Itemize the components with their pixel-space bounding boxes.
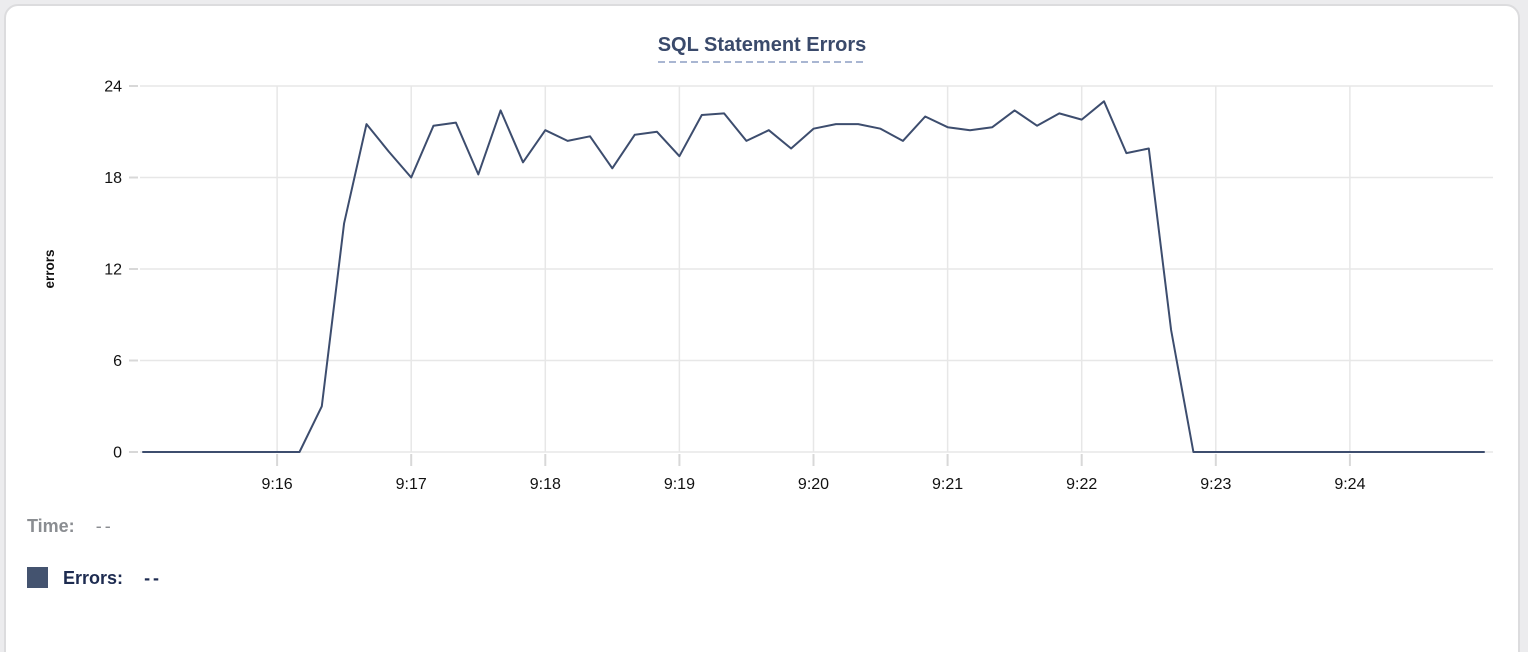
line-chart[interactable]: 0 6 12 18 24 9:16 9:17 9:18 9:19 9:20 9:21 9:22 9:23…	[4, 4, 1520, 652]
y-tick-label: 24	[104, 79, 122, 96]
y-tick-label: 0	[113, 445, 122, 462]
errors-line[interactable]	[142, 100, 1485, 453]
errors-series-swatch-icon	[27, 567, 48, 588]
legend-row-time: Time: --	[27, 514, 162, 538]
x-tick-label: 9:22	[1066, 476, 1097, 493]
errors-label: Errors:	[63, 568, 124, 588]
y-axis-label: errors	[42, 249, 57, 288]
x-tick-label: 9:24	[1334, 476, 1365, 493]
chart-header: SQL Statement Errors	[6, 34, 1518, 63]
x-tick-label: 9:20	[798, 476, 829, 493]
x-tick-label: 9:17	[396, 476, 427, 493]
x-tick-label: 9:21	[932, 476, 963, 493]
x-tick-label: 9:23	[1200, 476, 1231, 493]
y-tick-label: 12	[104, 262, 122, 279]
chart-card: SQL Statement Errors 0 6 12 18 24 9:16 9:17 9:1…	[4, 4, 1520, 652]
chart-title[interactable]: SQL Statement Errors	[657, 34, 867, 63]
y-tick-label: 18	[104, 170, 122, 187]
time-label: Time:	[27, 516, 75, 536]
x-tick-label: 9:18	[530, 476, 561, 493]
legend-row-errors: Errors: --	[27, 566, 162, 590]
x-tick-label: 9:19	[664, 476, 695, 493]
errors-value: --	[144, 568, 163, 588]
x-tick-label: 9:16	[262, 476, 293, 493]
y-tick-label: 6	[113, 353, 122, 370]
time-value: --	[95, 516, 114, 536]
chart-legend: Time: -- Errors: --	[27, 514, 162, 618]
